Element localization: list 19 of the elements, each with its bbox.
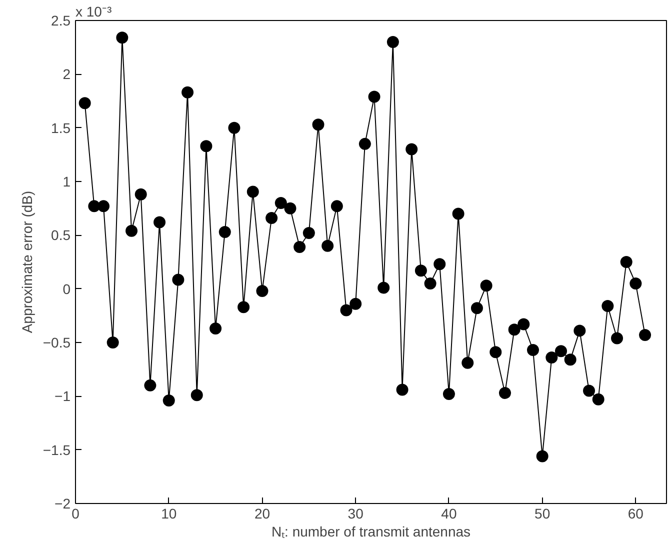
y-tick-label: −1 <box>54 388 71 404</box>
y-axis-title: Approximate error (dB) <box>18 190 35 334</box>
x-tick-label: 10 <box>161 506 177 522</box>
x-tick-label: 50 <box>534 506 550 522</box>
y-tick-label: −2 <box>54 496 71 512</box>
y-tick-label: 2 <box>62 66 71 82</box>
x-axis-title: Nₜ: number of transmit antennas <box>271 524 471 540</box>
x-tick-label: 60 <box>628 506 644 522</box>
y-tick-label: 1.5 <box>51 120 71 136</box>
text: x 10⁻³ <box>76 4 112 20</box>
x-tick-label: 40 <box>441 506 457 522</box>
y-tick-label: −1.5 <box>42 442 71 458</box>
y-tick-label: 0.5 <box>51 227 71 244</box>
y-tick-label: −0.5 <box>42 334 71 350</box>
x-tick-label: 30 <box>348 506 364 522</box>
y-tick-label: 2.5 <box>51 12 71 28</box>
y-tick-label: 1 <box>62 174 71 190</box>
y-tick-label: 0 <box>62 280 71 297</box>
x-tick-label: 20 <box>254 506 270 522</box>
